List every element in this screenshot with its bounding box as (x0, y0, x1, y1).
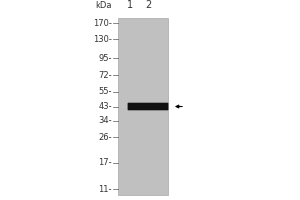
Text: 26-: 26- (98, 133, 112, 142)
Text: 95-: 95- (98, 54, 112, 63)
Text: kDa: kDa (95, 1, 112, 10)
Text: 43-: 43- (98, 102, 112, 111)
Text: 1: 1 (127, 0, 133, 10)
Text: 11-: 11- (98, 185, 112, 194)
Bar (118, 18, 168, 195)
Text: 2: 2 (145, 0, 151, 10)
Text: 55-: 55- (98, 87, 112, 96)
FancyBboxPatch shape (128, 103, 168, 110)
Text: 34-: 34- (98, 116, 112, 125)
Text: 17-: 17- (98, 158, 112, 167)
Text: 130-: 130- (93, 35, 112, 44)
Text: 72-: 72- (98, 71, 112, 80)
Text: 170-: 170- (93, 19, 112, 28)
